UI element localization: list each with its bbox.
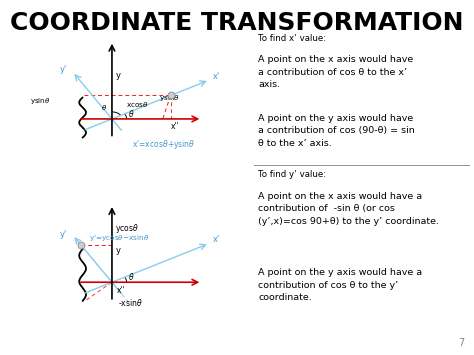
Text: A point on the y axis would have a
contribution of cos θ to the y’
coordinate.: A point on the y axis would have a contr… — [258, 268, 422, 302]
Text: A point on the x axis would have
a contribution of cos θ to the x’
axis.: A point on the x axis would have a contr… — [258, 55, 414, 89]
Text: y': y' — [60, 65, 67, 73]
Text: x'': x'' — [117, 286, 125, 295]
Text: COORDINATE TRANSFORMATION: COORDINATE TRANSFORMATION — [10, 11, 464, 35]
Text: 7: 7 — [458, 338, 465, 348]
Text: A point on the y axis would have
a contribution of cos (90-θ) = sin
θ to the x’ : A point on the y axis would have a contr… — [258, 114, 415, 148]
Text: $\theta$: $\theta$ — [128, 271, 134, 282]
Text: y: y — [115, 246, 120, 255]
Text: x': x' — [212, 72, 220, 81]
Text: x'': x'' — [171, 122, 180, 131]
Text: -xsin$\theta$: -xsin$\theta$ — [118, 297, 142, 308]
Text: To find x’ value:: To find x’ value: — [258, 34, 327, 43]
Text: ycos$\theta$: ycos$\theta$ — [115, 223, 139, 235]
Text: ysin$\theta$: ysin$\theta$ — [30, 95, 50, 105]
Text: To find y’ value:: To find y’ value: — [258, 170, 327, 179]
Text: y': y' — [60, 230, 67, 239]
Text: y'=ycos$\theta$$-$xsin$\theta$: y'=ycos$\theta$$-$xsin$\theta$ — [90, 233, 150, 243]
Text: $\theta$: $\theta$ — [100, 103, 107, 112]
Text: ysin$\theta$: ysin$\theta$ — [159, 93, 180, 103]
Text: y: y — [115, 71, 120, 80]
Text: x'=xcos$\theta$+ysin$\theta$: x'=xcos$\theta$+ysin$\theta$ — [132, 138, 195, 151]
Text: xcos$\theta$: xcos$\theta$ — [126, 100, 149, 109]
Text: A point on the x axis would have a
contribution of  -sin θ (or cos
(y’,x)=cos 90: A point on the x axis would have a contr… — [258, 192, 439, 226]
Text: x': x' — [212, 235, 220, 244]
Text: $\theta$: $\theta$ — [128, 108, 134, 119]
